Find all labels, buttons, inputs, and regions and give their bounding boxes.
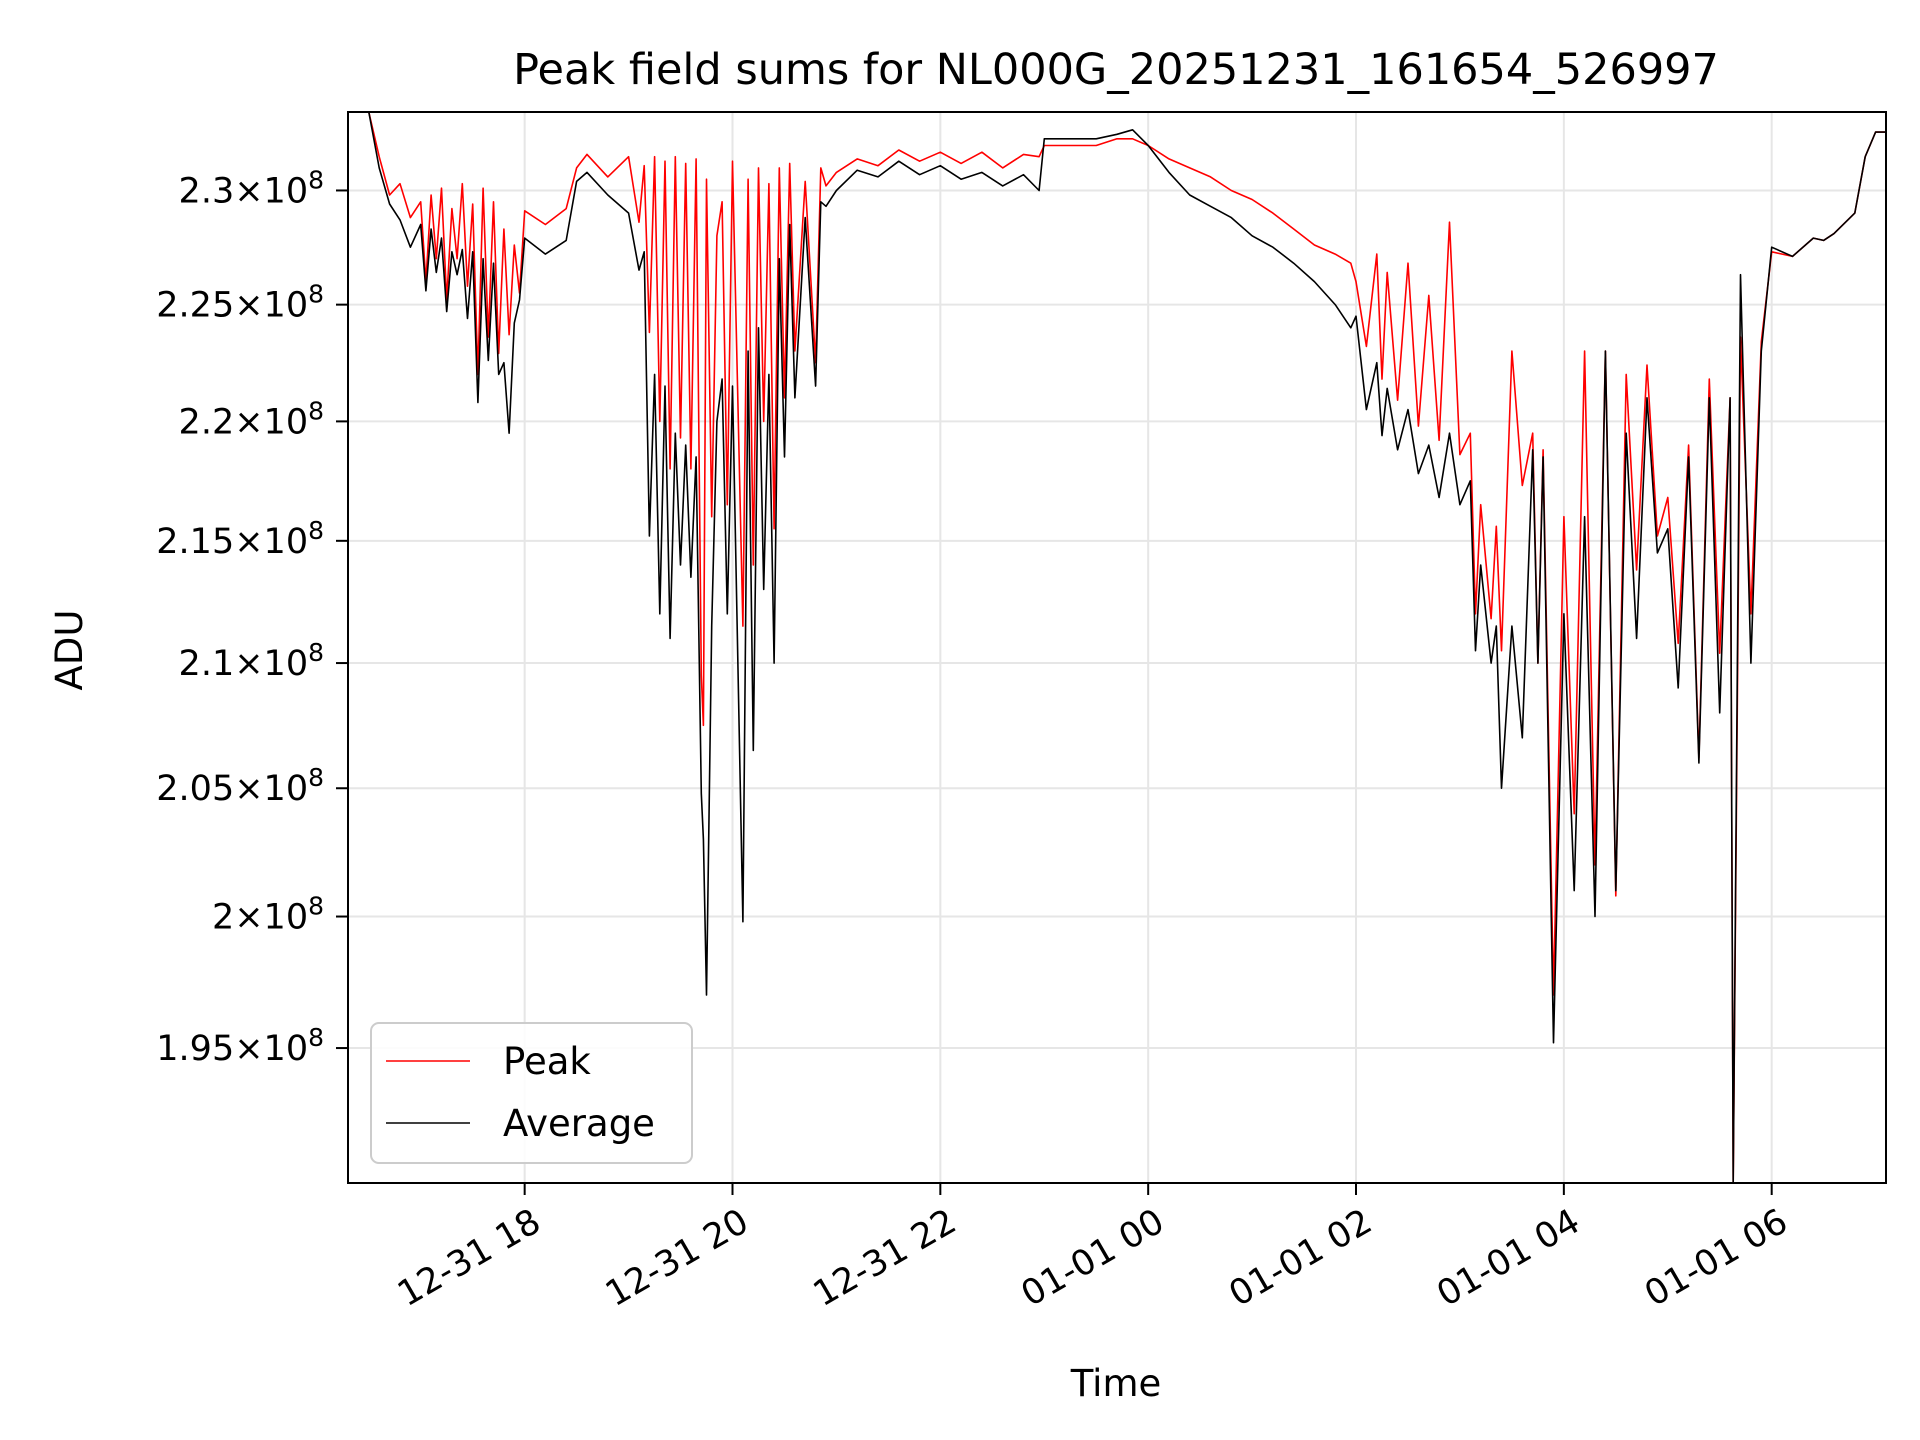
legend-box xyxy=(370,1022,693,1164)
y-tick-label: 2.2×108 xyxy=(179,396,324,442)
x-axis-label: Time xyxy=(1070,1362,1162,1405)
axes-frame xyxy=(347,111,1887,1184)
series-line-average xyxy=(348,112,1886,1183)
chart-title: Peak field sums for NL000G_20251231_1616… xyxy=(513,45,1719,95)
y-tick-label: 2.15×108 xyxy=(156,516,324,562)
legend: Peak Average xyxy=(370,1022,693,1164)
legend-label-average: Average xyxy=(503,1102,655,1145)
legend-label-peak: Peak xyxy=(503,1040,591,1083)
y-tick-label: 2.3×108 xyxy=(179,165,324,211)
y-tick-label: 2×108 xyxy=(212,892,324,938)
y-tick-label: 1.95×108 xyxy=(156,1023,324,1069)
series-layer xyxy=(348,112,1886,1183)
y-axis-ticks: 1.95×108 2×108 2.05×108 2.1×108 2.15×108 2.2×… xyxy=(156,165,348,1069)
y-tick-label: 2.25×108 xyxy=(156,280,324,326)
y-tick-label: 2.1×108 xyxy=(179,638,324,684)
y-tick-label: 2.05×108 xyxy=(156,763,324,809)
y-axis-label: ADU xyxy=(48,610,91,691)
